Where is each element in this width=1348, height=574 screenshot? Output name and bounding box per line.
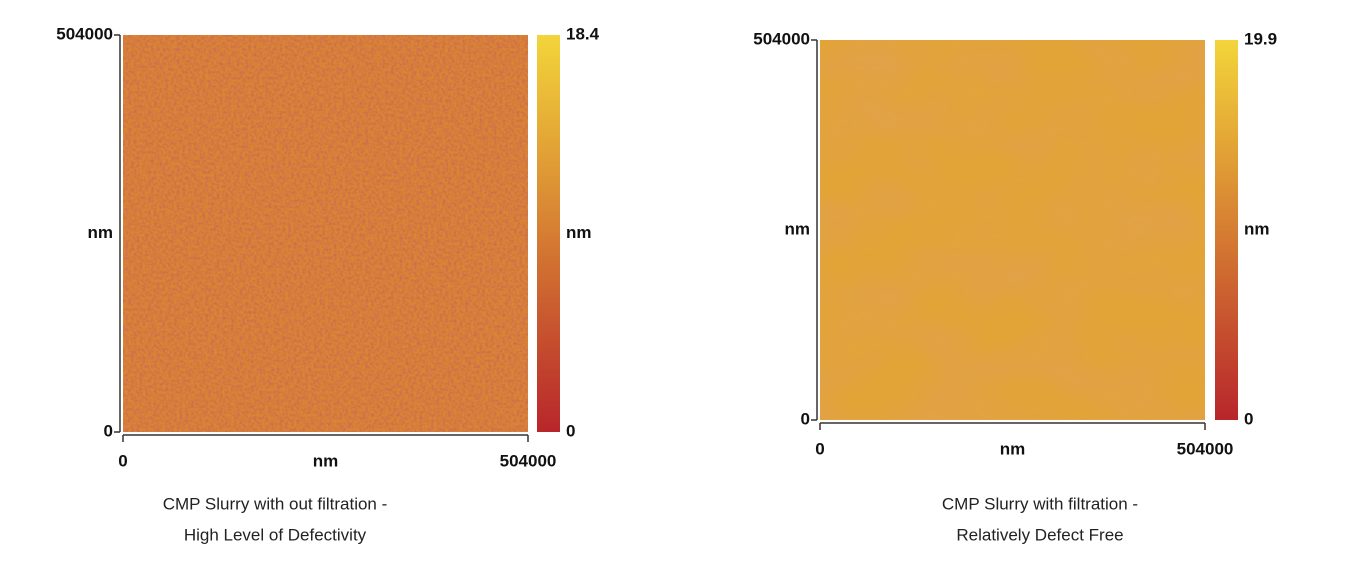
y-axis-label: nm: [785, 219, 811, 238]
x-tick-label: 0: [118, 451, 127, 470]
x-axis-label: nm: [313, 451, 339, 470]
afm-panel: 0 18.4 nm 0 504000 0 504000 nm nm CMP Slurry with…: [56, 24, 599, 544]
caption: CMP Slurry with out filtration -: [163, 494, 388, 513]
caption: Relatively Defect Free: [956, 525, 1123, 544]
colorbar-tick-label: 0: [1244, 409, 1253, 428]
colorbar-label: nm: [1244, 219, 1270, 238]
afm-panel: 0 19.9 nm 0 504000 0 504000 nm nm CMP Slurry with…: [753, 29, 1277, 544]
y-tick-label: 504000: [753, 29, 810, 48]
colorbar-tick-label: 0: [566, 421, 575, 440]
colorbar-label: nm: [566, 223, 592, 242]
y-tick-label: 504000: [56, 24, 113, 43]
x-tick-label: 504000: [1177, 439, 1234, 458]
caption: High Level of Defectivity: [184, 525, 367, 544]
caption: CMP Slurry with filtration -: [942, 494, 1138, 513]
colorbar-tick-label: 18.4: [566, 24, 600, 43]
afm-texture: [820, 40, 1205, 420]
x-axis-label: nm: [1000, 439, 1026, 458]
y-axis-label: nm: [88, 223, 114, 242]
y-tick-label: 0: [801, 409, 810, 428]
colorbar-tick-label: 19.9: [1244, 29, 1277, 48]
y-tick-label: 0: [104, 421, 113, 440]
colorbar: [1215, 40, 1238, 420]
x-tick-label: 0: [815, 439, 824, 458]
colorbar: [537, 35, 560, 432]
x-tick-label: 504000: [500, 451, 557, 470]
afm-texture: [123, 35, 528, 432]
